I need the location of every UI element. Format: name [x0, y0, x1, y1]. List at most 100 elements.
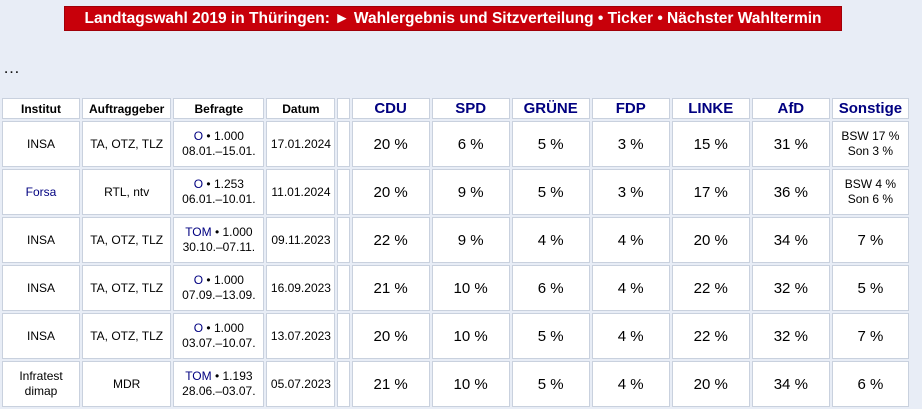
- cell-value-linke: 17 %: [671, 169, 750, 215]
- institut-label: INSA: [27, 280, 56, 295]
- zeitraum-text: 07.09.–13.09.: [182, 288, 256, 302]
- cell-datum: 16.09.2023: [266, 265, 336, 311]
- cell-value-spd: 6 %: [431, 121, 510, 167]
- cell-value-fdp: 4 %: [591, 313, 670, 359]
- ellipsis-text: …: [3, 58, 20, 77]
- cell-value-fdp: 3 %: [591, 169, 670, 215]
- cell-auftraggeber: TA, OTZ, TLZ: [82, 265, 172, 311]
- cell-value-fdp: 4 %: [591, 361, 670, 407]
- table-header-row: Institut Auftraggeber Befragte Datum CDU…: [2, 98, 909, 119]
- cell-institut: INSA: [2, 265, 81, 311]
- header-spacer: [337, 98, 350, 119]
- cell-auftraggeber: MDR: [82, 361, 172, 407]
- cell-befragte: O • 1.000 07.09.–13.09.: [173, 265, 265, 311]
- cell-befragte: TOM • 1.000 30.10.–07.11.: [173, 217, 265, 263]
- cell-value-sonstige: 7 %: [831, 217, 909, 263]
- header-party-sonstige[interactable]: Sonstige: [831, 98, 909, 119]
- site-banner[interactable]: Landtagswahl 2019 in Thüringen: ► Wahler…: [64, 6, 842, 31]
- header-institut: Institut: [2, 98, 81, 119]
- cell-befragte: O • 1.253 06.01.–10.01.: [173, 169, 265, 215]
- cell-value-linke: 20 %: [671, 217, 750, 263]
- row-spacer: [337, 313, 350, 359]
- zeitraum-text: 28.06.–03.07.: [182, 384, 256, 398]
- table-row: INSA TA, OTZ, TLZ TOM • 1.000 30.10.–07.11.…: [2, 217, 909, 263]
- cell-value-cdu: 20 %: [351, 313, 430, 359]
- zeitraum-text: 06.01.–10.01.: [182, 192, 256, 206]
- anzahl-text: • 1.000: [211, 225, 253, 239]
- zeitraum-text: 30.10.–07.11.: [182, 240, 256, 254]
- cell-value-fdp: 4 %: [591, 265, 670, 311]
- methode-link[interactable]: O: [193, 177, 204, 191]
- row-spacer: [337, 361, 350, 407]
- methode-link[interactable]: O: [193, 273, 204, 287]
- institut-label[interactable]: Forsa: [25, 184, 57, 199]
- cell-value-spd: 10 %: [431, 361, 510, 407]
- sonstige-line: BSW 4 %: [844, 177, 897, 191]
- methode-link[interactable]: O: [193, 321, 204, 335]
- header-party-gruene[interactable]: GRÜNE: [511, 98, 590, 119]
- header-party-afd[interactable]: AfD: [751, 98, 830, 119]
- cell-datum: 09.11.2023: [266, 217, 336, 263]
- cell-institut: INSA: [2, 217, 81, 263]
- cell-auftraggeber: TA, OTZ, TLZ: [82, 313, 172, 359]
- cell-institut: INSA: [2, 313, 81, 359]
- anzahl-text: • 1.253: [203, 177, 244, 191]
- cell-datum: 11.01.2024: [266, 169, 336, 215]
- cell-value-afd: 31 %: [751, 121, 830, 167]
- cell-value-afd: 34 %: [751, 361, 830, 407]
- cell-institut[interactable]: Forsa: [2, 169, 81, 215]
- table-row: INSA TA, OTZ, TLZ O • 1.000 07.09.–13.09. 16…: [2, 265, 909, 311]
- table-row: Infratest dimap MDR TOM • 1.193 28.06.–03.0…: [2, 361, 909, 407]
- institut-label: INSA: [27, 232, 56, 247]
- header-party-cdu[interactable]: CDU: [351, 98, 430, 119]
- cell-value-fdp: 3 %: [591, 121, 670, 167]
- cell-value-spd: 10 %: [431, 265, 510, 311]
- table-row: INSA TA, OTZ, TLZ O • 1.000 03.07.–10.07. 13…: [2, 313, 909, 359]
- cell-value-spd: 10 %: [431, 313, 510, 359]
- cell-value-spd: 9 %: [431, 217, 510, 263]
- methode-link[interactable]: O: [193, 129, 204, 143]
- table-row: INSA TA, OTZ, TLZ O • 1.000 08.01.–15.01. 17…: [2, 121, 909, 167]
- methode-link[interactable]: TOM: [185, 369, 212, 383]
- cell-value-spd: 9 %: [431, 169, 510, 215]
- row-spacer: [337, 265, 350, 311]
- cell-value-afd: 34 %: [751, 217, 830, 263]
- zeitraum-text: 03.07.–10.07.: [182, 336, 256, 350]
- cell-auftraggeber: TA, OTZ, TLZ: [82, 217, 172, 263]
- cell-value-linke: 15 %: [671, 121, 750, 167]
- cell-value-fdp: 4 %: [591, 217, 670, 263]
- cell-datum: 13.07.2023: [266, 313, 336, 359]
- cell-value-sonstige: 5 %: [831, 265, 909, 311]
- sonstige-line: Son 3 %: [847, 144, 894, 158]
- header-party-fdp[interactable]: FDP: [591, 98, 670, 119]
- anzahl-text: • 1.000: [203, 321, 244, 335]
- methode-link[interactable]: TOM: [185, 225, 212, 239]
- cell-value-gruene: 5 %: [511, 169, 590, 215]
- row-spacer: [337, 217, 350, 263]
- cell-befragte: TOM • 1.193 28.06.–03.07.: [173, 361, 265, 407]
- cell-value-gruene: 4 %: [511, 217, 590, 263]
- institut-label: INSA: [27, 328, 56, 343]
- cell-value-afd: 32 %: [751, 265, 830, 311]
- cell-value-linke: 20 %: [671, 361, 750, 407]
- cell-value-gruene: 5 %: [511, 361, 590, 407]
- cell-auftraggeber: RTL, ntv: [82, 169, 172, 215]
- row-spacer: [337, 169, 350, 215]
- poll-table: Institut Auftraggeber Befragte Datum CDU…: [0, 96, 911, 409]
- cell-value-sonstige: BSW 4 % Son 6 %: [831, 169, 909, 215]
- cell-institut: INSA: [2, 121, 81, 167]
- table-row: Forsa RTL, ntv O • 1.253 06.01.–10.01. 11.01…: [2, 169, 909, 215]
- header-datum: Datum: [266, 98, 336, 119]
- cell-value-linke: 22 %: [671, 313, 750, 359]
- institut-label: Infratest dimap: [19, 369, 63, 398]
- anzahl-text: • 1.193: [211, 369, 253, 383]
- header-party-spd[interactable]: SPD: [431, 98, 510, 119]
- institut-label: INSA: [27, 136, 56, 151]
- header-party-linke[interactable]: LINKE: [671, 98, 750, 119]
- zeitraum-text: 08.01.–15.01.: [182, 144, 256, 158]
- header-auftraggeber: Auftraggeber: [82, 98, 172, 119]
- header-befragte: Befragte: [173, 98, 265, 119]
- cell-datum: 05.07.2023: [266, 361, 336, 407]
- cell-value-cdu: 20 %: [351, 169, 430, 215]
- row-spacer: [337, 121, 350, 167]
